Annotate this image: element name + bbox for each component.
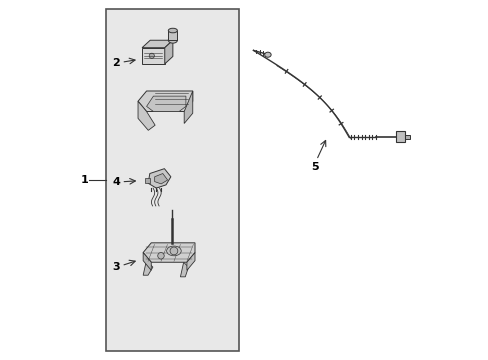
Polygon shape <box>143 243 195 262</box>
Ellipse shape <box>168 37 177 43</box>
Polygon shape <box>164 40 172 64</box>
Polygon shape <box>138 101 155 130</box>
Circle shape <box>170 247 178 255</box>
Polygon shape <box>146 96 185 112</box>
Text: 1: 1 <box>80 175 88 185</box>
Bar <box>106 9 239 351</box>
Polygon shape <box>168 31 177 40</box>
Polygon shape <box>180 262 188 277</box>
Polygon shape <box>154 174 167 184</box>
Polygon shape <box>142 48 164 64</box>
Text: 5: 5 <box>311 162 319 172</box>
Text: 4: 4 <box>112 177 120 187</box>
Text: 3: 3 <box>112 262 120 273</box>
Ellipse shape <box>168 28 177 33</box>
Ellipse shape <box>264 52 270 57</box>
Polygon shape <box>186 253 195 270</box>
Circle shape <box>158 253 164 259</box>
Polygon shape <box>184 91 192 123</box>
Text: 2: 2 <box>112 58 120 68</box>
Polygon shape <box>395 131 404 142</box>
Polygon shape <box>143 261 153 275</box>
Polygon shape <box>138 91 192 112</box>
Ellipse shape <box>166 246 181 256</box>
Polygon shape <box>143 253 151 270</box>
Polygon shape <box>148 168 170 188</box>
Circle shape <box>149 53 154 58</box>
Polygon shape <box>142 40 172 48</box>
Bar <box>144 178 149 183</box>
Polygon shape <box>404 135 409 139</box>
